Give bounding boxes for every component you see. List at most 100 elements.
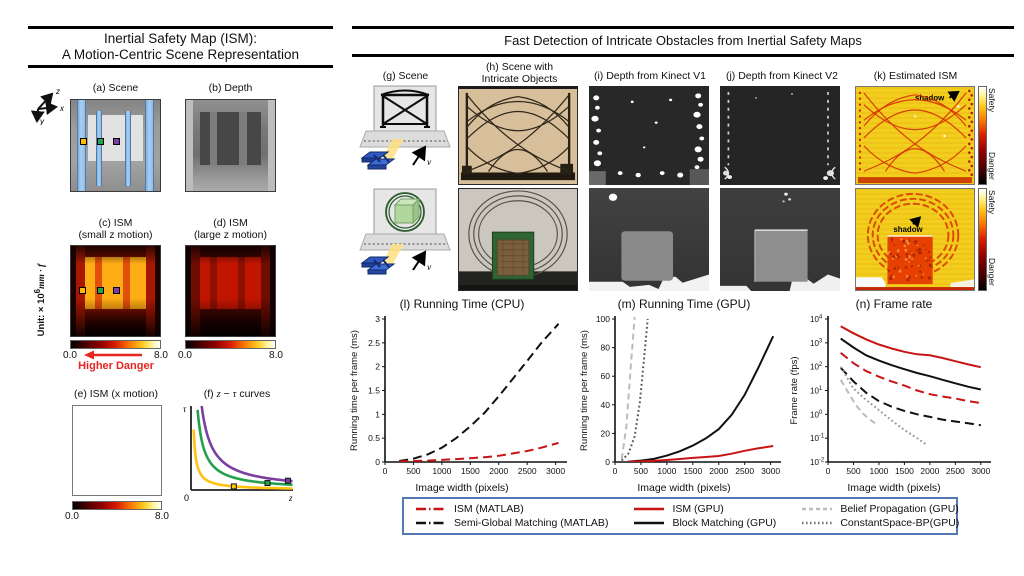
y-tick-label: 103 — [810, 338, 823, 348]
depth-kinect-v2-row2 — [720, 188, 840, 291]
depth-kinect-v1-row2 — [589, 188, 709, 291]
chart-l-canvas: 0 500 1000 1500 2000 2500 3000 0 0.5 1 1.5 2 2.5 3 Run… — [349, 314, 567, 476]
y-tick-label: 100 — [810, 410, 823, 420]
ism-noise-texture — [856, 87, 974, 184]
depth-pillar-left — [186, 100, 194, 191]
wire-lattice-drawing — [460, 92, 576, 181]
chart-m-block: (m) Running Time (GPU) 0 500 1000 1500 2000 2… — [578, 297, 790, 494]
series-belief-propagation-gpu- — [839, 379, 877, 426]
f-curve-marker — [230, 483, 237, 490]
chart-m-canvas: 0 500 1000 1500 2000 2500 3000 0 20 40 60 80 100 Runn… — [579, 314, 781, 476]
y-axis-label: Frame rate (fps) — [789, 356, 800, 424]
y-tick-label: 40 — [601, 400, 611, 410]
x-tick-label: 2000 — [489, 466, 508, 476]
velocity-arrow-icon — [411, 250, 427, 271]
x-tick-label: 500 — [406, 466, 420, 476]
series-semi-global-matching-matlab- — [839, 367, 981, 427]
x-tick-label: 1500 — [895, 466, 914, 476]
velocity-arrow-icon — [411, 145, 427, 166]
scene-schematic-row1: v — [359, 85, 451, 170]
x-tick-label: 500 — [634, 466, 648, 476]
higher-danger-arrow-icon — [84, 350, 142, 360]
depth-box-drawing — [720, 192, 840, 291]
panel-e-ism-image — [72, 405, 162, 496]
velocity-label: v — [427, 158, 432, 168]
colorbar-d-max: 8.0 — [269, 350, 283, 361]
f-x-axis-label: z — [288, 493, 293, 503]
x-tick-label: 2500 — [735, 466, 754, 476]
right-title-rule-bottom — [352, 54, 1014, 57]
axis-z-label: z — [55, 87, 60, 96]
y-tick-label: 60 — [601, 371, 611, 381]
scene-pillar-left — [77, 100, 87, 191]
unit-label: Unit: × 106mm · f — [32, 263, 48, 337]
column-k-label: (k) Estimated ISM — [873, 70, 958, 82]
chart-l-title: (l) Running Time (CPU) — [399, 297, 525, 311]
y-tick-label: 1.5 — [368, 386, 380, 396]
colorbar-d-min: 0.0 — [178, 350, 192, 361]
x-tick-label: 2000 — [920, 466, 939, 476]
panel-f-ztau-plot: τ 0 z — [183, 404, 293, 503]
colorbar-c — [70, 340, 161, 349]
y-tick-label: 102 — [810, 362, 823, 372]
floor-plane — [359, 130, 451, 148]
colorbar-k2-danger: Danger — [987, 258, 997, 286]
legend-label: ISM (MATLAB) — [454, 503, 524, 515]
shadow-arrow-icon — [947, 90, 960, 102]
series-ism-matlab- — [840, 352, 981, 404]
depth-pillar-right — [267, 100, 275, 191]
shadow-arrow-icon — [909, 216, 922, 229]
colorbar-e-max: 8.0 — [155, 511, 169, 522]
axis-y-label: y — [39, 117, 45, 125]
chart-n-title: (n) Frame rate — [855, 297, 933, 311]
x-tick-label: 2000 — [709, 466, 728, 476]
colorbar-k1 — [978, 86, 987, 185]
estimated-ism-row1: shadow — [855, 86, 975, 185]
series-block-matching-gpu- — [627, 335, 775, 462]
axis-x-label: x — [59, 104, 65, 113]
x-tick-label: 2500 — [946, 466, 965, 476]
panel-b-depth-image — [185, 99, 276, 192]
y-tick-label: 0 — [375, 457, 380, 467]
legend-line-sample-icon — [416, 521, 446, 525]
x-tick-label: 0 — [826, 466, 831, 476]
depth-kinect-v1-row1 — [589, 86, 709, 185]
colorbar-e — [72, 501, 162, 510]
scene-pillar-mid-left — [95, 110, 102, 186]
f-origin-label: 0 — [184, 493, 189, 503]
estimated-ism-row2: shadow — [855, 188, 975, 291]
y-tick-label: 3 — [375, 314, 380, 324]
left-title-rule-top — [28, 26, 333, 29]
x-tick-label: 3000 — [971, 466, 990, 476]
y-axis-label: Running time per frame (ms) — [349, 330, 360, 451]
light-cone — [384, 139, 404, 160]
ism-marker-yellow — [79, 286, 86, 294]
scene-pillar-right — [144, 100, 154, 191]
ism-shading — [186, 246, 275, 336]
x-tick-label: 3000 — [546, 466, 565, 476]
robot-icon — [360, 256, 396, 275]
legend-item: ISM (MATLAB) — [414, 503, 608, 515]
wireframe-table — [380, 89, 430, 128]
y-tick-label: 100 — [596, 314, 610, 324]
colorbar-k1-safety: Safety — [987, 88, 997, 113]
depth-speckles — [589, 93, 709, 185]
velocity-label: v — [427, 263, 432, 273]
f-curve-near-point-curve — [192, 429, 293, 490]
legend-item: Belief Propagation (GPU) — [800, 503, 959, 515]
scene-marker-yellow — [79, 138, 87, 146]
y-tick-label: 1 — [375, 409, 380, 419]
panel-d-label: (d) ISM (large z motion) — [194, 217, 267, 241]
ism-overlay-row1: shadow — [857, 89, 974, 184]
legend-item: ISM (GPU) — [632, 503, 776, 515]
legend-label: Block Matching (GPU) — [672, 517, 777, 529]
legend-label: Belief Propagation (GPU) — [840, 503, 959, 515]
wire-ring-outer — [385, 192, 425, 232]
panel-c-label: (c) ISM (small z motion) — [78, 217, 153, 241]
wreath-and-box-drawing — [459, 190, 577, 290]
scene-marker-purple — [112, 138, 120, 146]
colorbar-c-min: 0.0 — [63, 350, 77, 361]
f-curve-marker — [264, 480, 271, 487]
green-cube — [393, 197, 421, 225]
column-i-label: (i) Depth from Kinect V1 — [593, 70, 707, 82]
